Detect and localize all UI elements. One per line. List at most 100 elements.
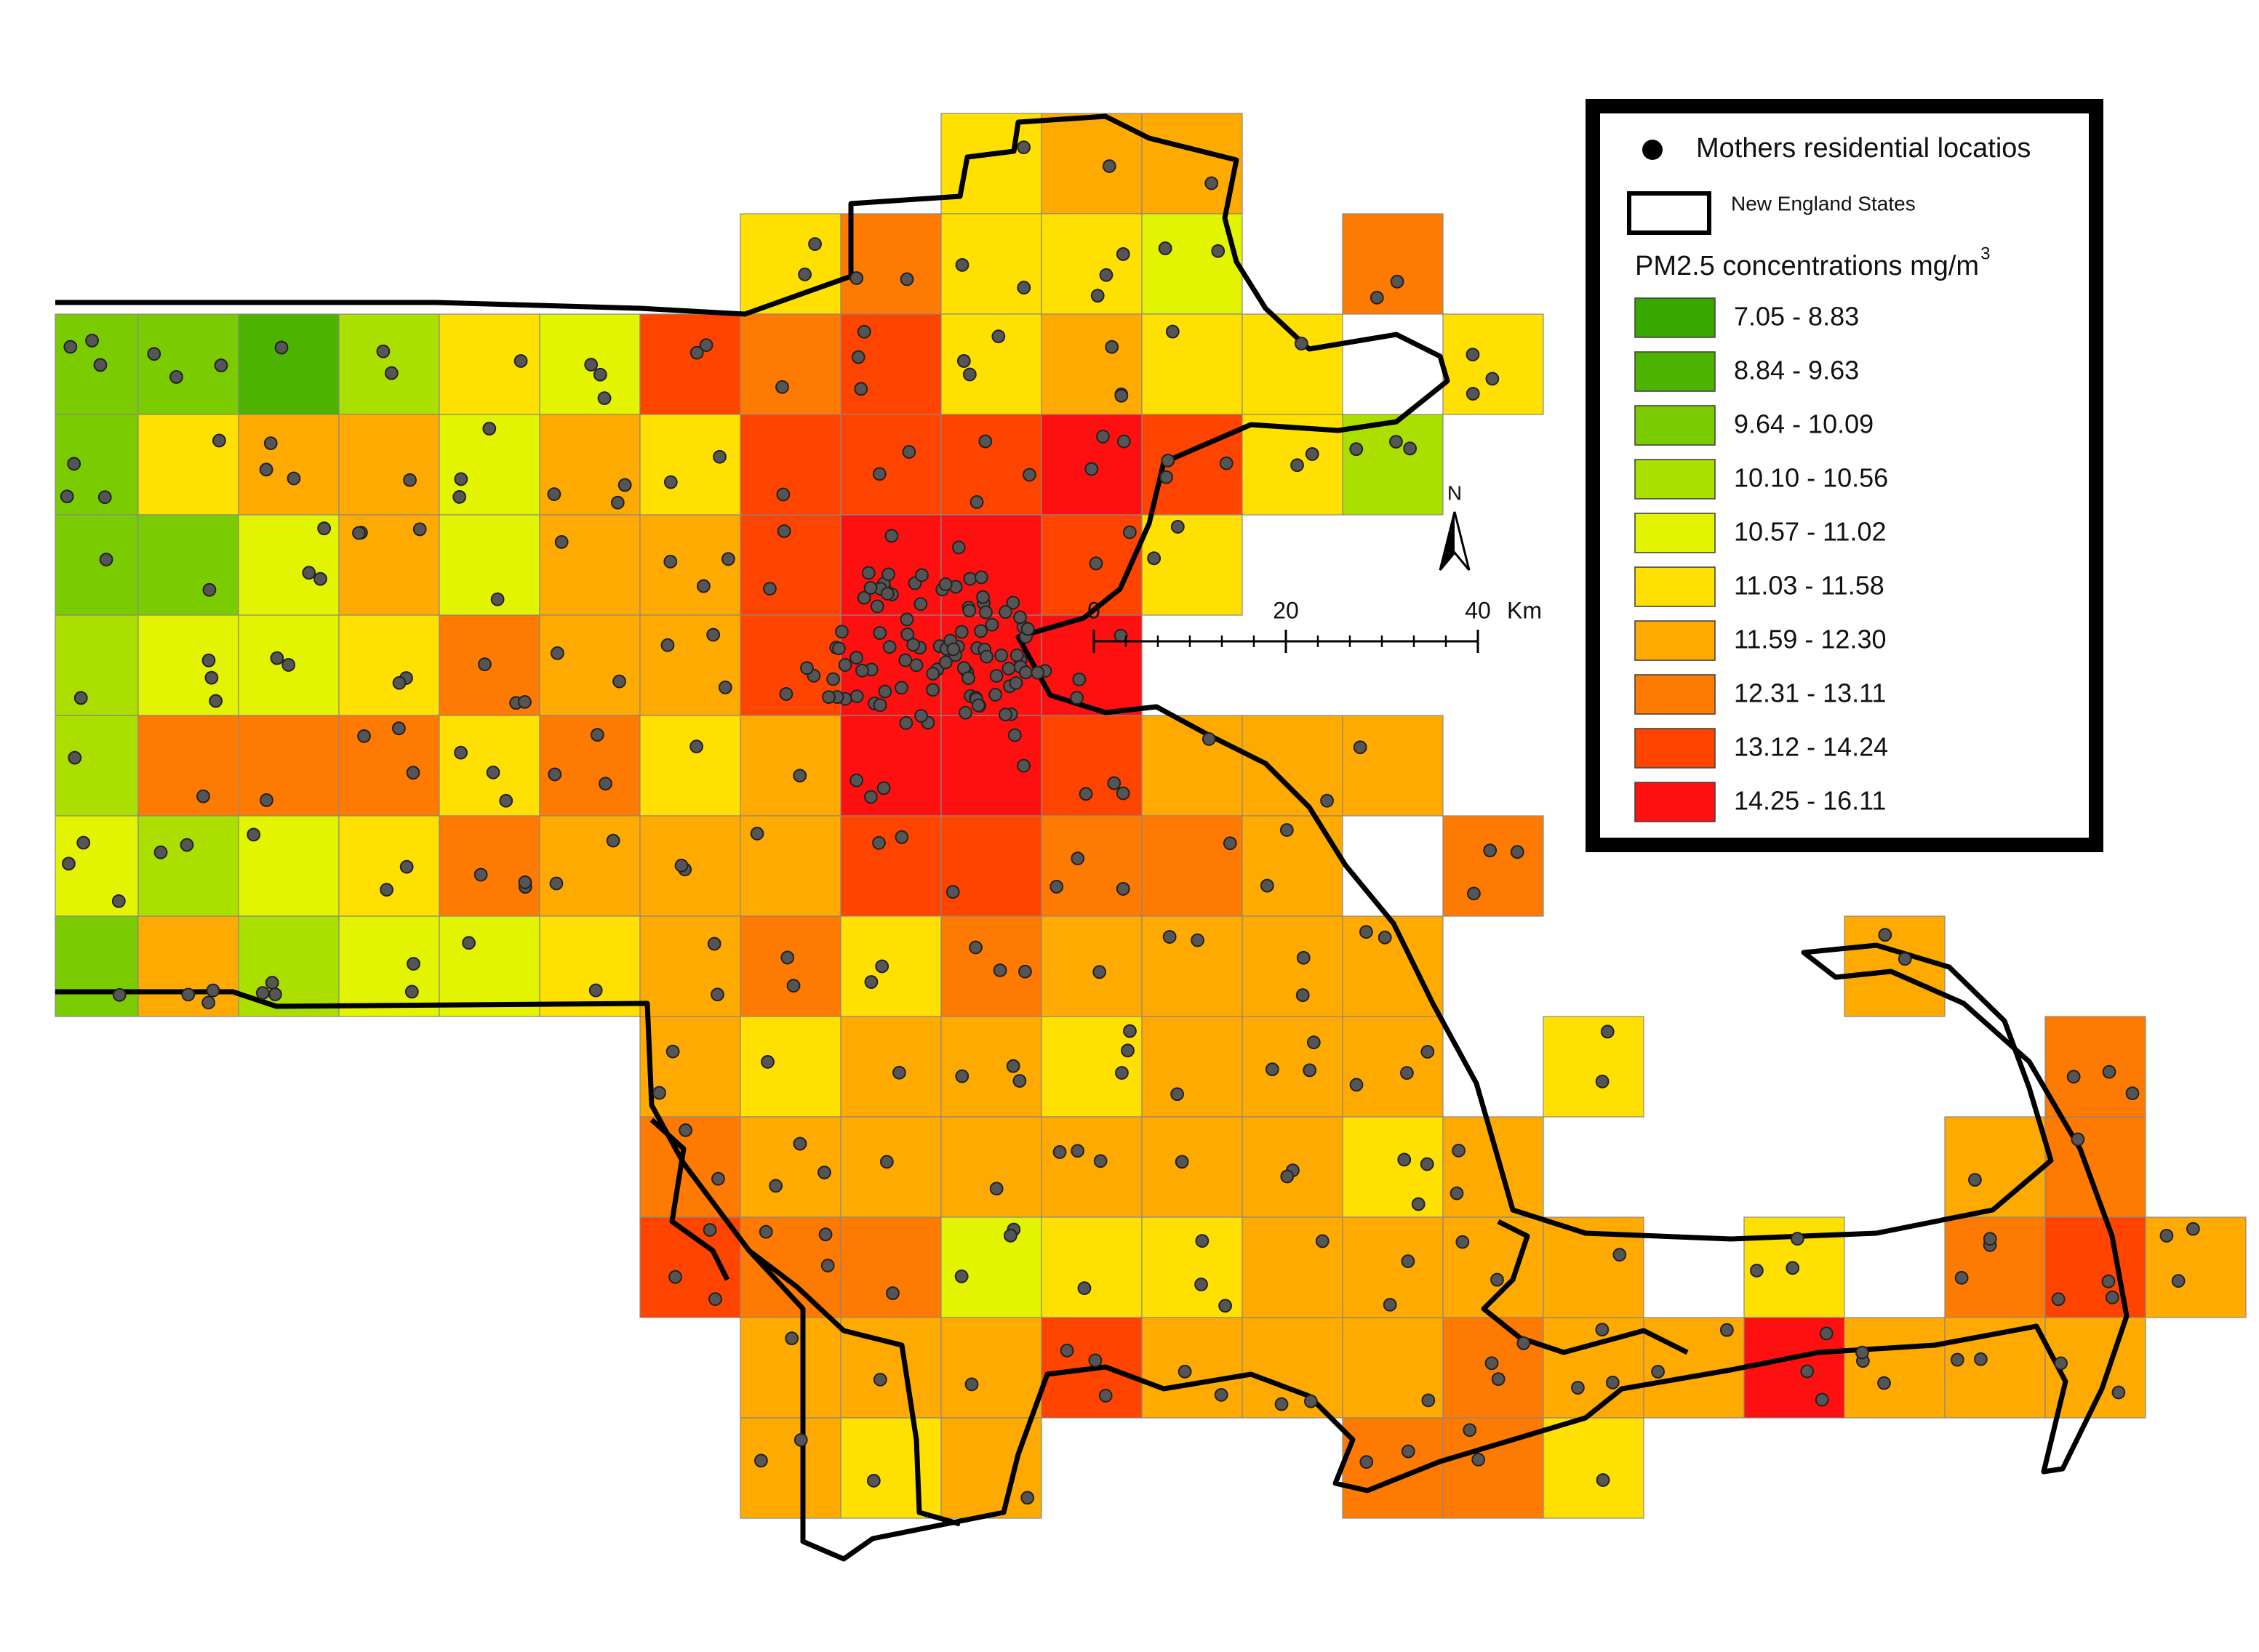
residence-point [1491, 1372, 1506, 1387]
residence-point [1195, 1234, 1210, 1248]
residence-point [281, 658, 296, 672]
residence-point [1090, 289, 1105, 303]
grid-cell [439, 915, 540, 1017]
grid-cell [840, 1016, 942, 1118]
residence-point [861, 566, 876, 580]
residence-point [313, 572, 327, 586]
grid-cell [840, 1216, 942, 1318]
grid-cell [840, 213, 942, 315]
residence-point [1484, 1356, 1499, 1371]
residence-point [721, 552, 735, 566]
residence-point [1595, 1074, 1610, 1088]
residence-point [1401, 1254, 1415, 1269]
residence-point [849, 773, 863, 787]
residence-point [863, 790, 878, 804]
residence-point [111, 894, 126, 908]
residence-point [1072, 672, 1087, 686]
grid-cell [137, 815, 239, 917]
residence-point [302, 566, 316, 580]
grid-cell [1543, 1016, 1644, 1118]
residence-point [1855, 1345, 1869, 1360]
residence-point [1165, 324, 1180, 339]
residence-point [617, 478, 632, 492]
residence-point [1105, 340, 1119, 354]
residence-point [711, 987, 724, 1002]
residence-point [818, 1227, 833, 1242]
residence-point [776, 487, 791, 502]
grid-cell [1844, 1317, 1946, 1419]
residence-point [660, 638, 675, 652]
residence-point [612, 674, 626, 689]
residence-point [884, 529, 899, 543]
grid-cell [639, 915, 741, 1017]
residence-point [1006, 596, 1020, 610]
grid-cell [439, 514, 540, 616]
grid-cell [1041, 213, 1143, 315]
residence-point [665, 1044, 680, 1059]
grid-cell [539, 614, 641, 716]
residence-point [817, 1166, 831, 1179]
residence-point [1954, 1270, 1969, 1285]
residence-point [513, 354, 528, 368]
residence-point [588, 983, 603, 998]
residence-point [1349, 442, 1364, 457]
residence-point [274, 340, 289, 355]
residence-point [761, 1054, 775, 1069]
residence-point [590, 728, 604, 742]
grid-cell [1944, 1216, 2046, 1318]
residence-point [1007, 728, 1022, 742]
residence-point [452, 490, 467, 504]
residence-point [880, 587, 895, 601]
residence-point [900, 627, 915, 641]
residence-point [899, 716, 913, 730]
grid-cell [840, 915, 942, 1017]
grid-cell [639, 715, 741, 817]
residence-point [99, 553, 113, 566]
residence-point [206, 983, 220, 998]
residence-point [1214, 1387, 1228, 1402]
legend-classes: 7.05 - 8.83 8.84 - 9.63 9.64 - 10.09 10.10 … [1634, 297, 1888, 822]
residence-point [490, 592, 505, 606]
grid-cell [840, 414, 942, 516]
residence-point [376, 344, 391, 358]
residence-point [1353, 740, 1367, 755]
grid-cell [338, 815, 440, 917]
residence-point [663, 475, 678, 489]
residence-point [60, 489, 74, 504]
residence-point [1878, 928, 1892, 942]
residence-point [1600, 1025, 1615, 1039]
residence-point [550, 646, 564, 660]
residence-point [85, 334, 99, 348]
grid-cell [1242, 1016, 1343, 1118]
residence-point [1279, 823, 1294, 837]
residence-points [60, 140, 2200, 1505]
residence-point [946, 642, 961, 657]
residence-point [214, 358, 228, 372]
residence-point [399, 859, 414, 874]
residence-point [955, 1069, 969, 1083]
residence-point [851, 350, 865, 364]
residence-point [1265, 1062, 1279, 1077]
residence-point [1147, 551, 1162, 566]
residence-point [1114, 388, 1129, 403]
residence-point [454, 745, 468, 760]
grid-cell [137, 414, 239, 516]
residence-point [201, 995, 216, 1010]
grid-cell [1141, 915, 1243, 1017]
residence-point [1017, 281, 1031, 294]
residence-point [962, 604, 977, 618]
residence-point [1009, 648, 1024, 662]
residence-point [985, 617, 999, 632]
north-arrow: N [1439, 481, 1471, 571]
residence-point [1471, 1452, 1486, 1467]
residence-point [974, 624, 988, 638]
residence-point [1983, 1232, 1997, 1246]
residence-point [1295, 988, 1310, 1003]
grid-cell [1342, 213, 1444, 315]
residence-point [1095, 429, 1110, 444]
boundary [747, 1248, 961, 1527]
residence-point [1088, 1353, 1103, 1368]
residence-point [1071, 1144, 1085, 1158]
residence-point [1204, 176, 1219, 191]
grid-cells [55, 113, 2247, 1519]
